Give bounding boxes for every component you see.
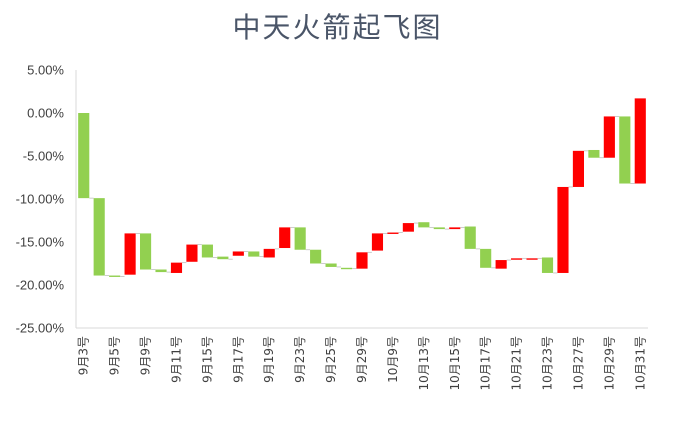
x-tick-label: 9月23号 (293, 336, 307, 383)
x-tick-label: 10月29号 (602, 336, 616, 391)
x-tick-label: 9月3号 (77, 336, 91, 375)
y-tick-label: 0.00% (27, 106, 64, 121)
waterfall-bar (140, 233, 152, 270)
x-tick-label: 10月27号 (571, 336, 585, 391)
x-tick-label: 9月11号 (169, 336, 183, 383)
waterfall-bar (464, 226, 476, 249)
waterfall-bar (93, 198, 105, 276)
waterfall-bar (371, 233, 384, 251)
x-tick-label: 10月21号 (510, 336, 524, 391)
y-tick-label: -5.00% (23, 149, 65, 164)
waterfall-bar (495, 260, 507, 269)
waterfall-bar (248, 251, 260, 257)
waterfall-bar (109, 275, 121, 277)
y-tick-label: -20.00% (16, 278, 65, 293)
y-tick-label: 5.00% (27, 63, 64, 78)
waterfall-bar (402, 223, 414, 232)
waterfall-bar (170, 262, 183, 273)
x-tick-label: 10月13号 (417, 336, 431, 391)
waterfall-bar (588, 149, 600, 158)
x-tick-label: 10月17号 (479, 336, 493, 391)
waterfall-bar (217, 256, 229, 260)
x-tick-label: 10月9号 (386, 336, 400, 383)
waterfall-bar (387, 232, 399, 234)
waterfall-bar (356, 252, 368, 269)
waterfall-bar (279, 227, 291, 249)
waterfall-bar (433, 227, 445, 230)
y-tick-label: -15.00% (16, 235, 65, 250)
waterfall-bar (232, 251, 244, 256)
x-tick-label: 9月19号 (262, 336, 276, 383)
waterfall-bar (155, 269, 167, 273)
waterfall-bar (634, 98, 646, 184)
x-tick-label: 10月23号 (541, 336, 555, 391)
x-tick-label: 10月15号 (448, 336, 462, 391)
waterfall-bar (418, 222, 430, 228)
waterfall-bar (294, 227, 306, 250)
waterfall-bar (511, 258, 523, 260)
waterfall-bar (526, 258, 538, 260)
waterfall-bar (310, 249, 322, 264)
x-tick-label: 10月31号 (633, 336, 647, 391)
waterfall-bar (480, 248, 492, 268)
y-tick-label: -10.00% (16, 192, 65, 207)
waterfall-bar (541, 257, 554, 273)
waterfall-bar (619, 116, 631, 184)
waterfall-bar (557, 186, 569, 273)
x-tick-label: 9月17号 (231, 336, 245, 383)
y-tick-label: -25.00% (16, 321, 65, 336)
x-tick-label: 9月29号 (355, 336, 369, 383)
waterfall-bar (78, 113, 90, 199)
waterfall-bar (263, 248, 275, 258)
waterfall-bar (449, 227, 461, 230)
x-tick-label: 9月15号 (200, 336, 214, 383)
waterfall-bar (340, 267, 353, 270)
waterfall-bar (325, 263, 337, 267)
x-tick-label: 9月5号 (108, 336, 122, 375)
waterfall-bar (603, 116, 615, 158)
waterfall-bar (572, 150, 584, 187)
waterfall-bar (124, 233, 136, 275)
chart-title: 中天火箭起飞图 (232, 11, 443, 44)
waterfall-bar (186, 244, 198, 262)
waterfall-bar (201, 244, 213, 258)
x-tick-label: 9月25号 (324, 336, 338, 383)
x-tick-label: 9月9号 (139, 336, 153, 375)
